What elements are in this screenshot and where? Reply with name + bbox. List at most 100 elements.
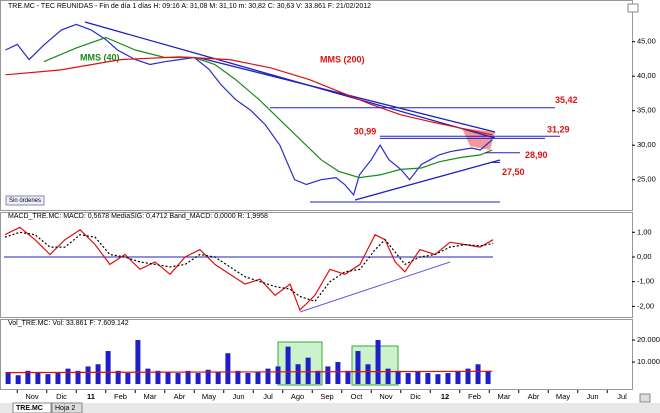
volume-header: Vol_TRE.MC: Vol: 33.861 F: 7.609.142 xyxy=(8,320,129,327)
x-tick-label: May xyxy=(202,392,216,401)
bar xyxy=(45,374,51,385)
bar xyxy=(385,368,391,385)
bar xyxy=(455,370,461,385)
x-tick-label: Ago xyxy=(291,392,304,401)
bar xyxy=(335,362,341,385)
bar xyxy=(185,370,191,385)
x-tick-label: Sep xyxy=(320,392,333,401)
macd-header: MACD_TRE.MC: MACD: 0,5678 MediaSIG: 0,47… xyxy=(8,213,268,220)
level-label: 35,42 xyxy=(555,95,578,105)
tab[interactable] xyxy=(12,402,52,413)
scroll-arrow[interactable] xyxy=(639,393,651,403)
bar xyxy=(85,366,91,385)
bar xyxy=(345,370,351,385)
y-tick-label: 0,00 xyxy=(637,252,652,261)
x-tick-label: Mar xyxy=(498,392,511,401)
x-tick-label: Oct xyxy=(351,392,364,401)
x-tick-label: May xyxy=(556,392,570,401)
close-box[interactable] xyxy=(627,3,639,13)
bar xyxy=(235,370,241,385)
bar xyxy=(115,370,121,385)
volume-frame xyxy=(0,319,633,390)
macd-trendline xyxy=(299,261,451,313)
bar xyxy=(135,340,141,385)
bar xyxy=(5,373,11,385)
bar xyxy=(65,368,71,385)
bar xyxy=(405,373,411,385)
bar xyxy=(315,370,321,385)
bar xyxy=(295,364,301,385)
bar xyxy=(415,371,421,385)
y-tick-label: 40,00 xyxy=(637,71,656,80)
bar xyxy=(485,370,491,385)
x-tick-label: Feb xyxy=(114,392,127,401)
x-tick-label: Nov xyxy=(379,392,393,401)
x-tick-label: Dic xyxy=(56,392,67,401)
x-tick-label: Feb xyxy=(468,392,481,401)
bar xyxy=(95,364,101,385)
tab[interactable] xyxy=(51,402,83,413)
bar xyxy=(445,373,451,385)
trendline xyxy=(354,159,501,201)
series-line xyxy=(5,56,493,136)
bar xyxy=(465,368,471,385)
y-tick-label: 1,00 xyxy=(637,227,652,236)
bar xyxy=(355,351,361,385)
level-label: 30,99 xyxy=(354,127,377,137)
bar xyxy=(15,375,21,385)
series-line xyxy=(43,36,493,179)
bar xyxy=(265,368,271,385)
x-tick-label: Jul xyxy=(617,392,627,401)
x-tick-label: Jun xyxy=(232,392,244,401)
bar xyxy=(155,370,161,385)
bar xyxy=(195,373,201,385)
orders-label: Sin órdenes xyxy=(9,198,41,204)
level-label: 27,50 xyxy=(502,167,525,177)
y-tick-label: 10.000 xyxy=(637,357,660,366)
bar xyxy=(165,371,171,385)
tab-bar xyxy=(0,403,660,413)
y-tick-label: 35,00 xyxy=(637,106,656,115)
x-tick-label: Dic xyxy=(410,392,421,401)
bar xyxy=(285,346,291,385)
bar xyxy=(275,366,281,385)
bar xyxy=(175,373,181,385)
series-label: MMS (200) xyxy=(320,54,365,64)
bar xyxy=(205,369,211,385)
bar xyxy=(75,370,81,385)
orders-box[interactable] xyxy=(5,195,45,206)
y-tick-label: -1,00 xyxy=(637,277,654,286)
x-tick-label: Jun xyxy=(586,392,598,401)
series-line xyxy=(4,226,494,312)
bar xyxy=(215,371,221,385)
series-line xyxy=(5,370,493,374)
bar xyxy=(435,374,441,385)
bar xyxy=(395,370,401,385)
series-line xyxy=(4,231,494,303)
tab-label: Hoja 2 xyxy=(55,405,75,412)
x-tick-label: Jul xyxy=(263,392,273,401)
bar xyxy=(475,364,481,385)
bar xyxy=(425,373,431,385)
bar xyxy=(375,340,381,385)
y-tick-label: 45,00 xyxy=(637,37,656,46)
bar xyxy=(125,373,131,385)
x-tick-label: Abr xyxy=(174,392,186,401)
y-tick-label: 30,00 xyxy=(637,140,656,149)
tab-label: TRE.MC xyxy=(16,405,43,412)
bar xyxy=(305,357,311,385)
level-label: 31,29 xyxy=(547,125,570,135)
y-tick-label: 20.000 xyxy=(637,335,660,344)
bar xyxy=(25,370,31,385)
bar xyxy=(35,371,41,385)
bar xyxy=(55,373,61,385)
bar xyxy=(365,364,371,385)
y-tick-label: 25,00 xyxy=(637,175,656,184)
series-label: MMS (40) xyxy=(80,52,120,62)
bar xyxy=(145,368,151,385)
y-tick-label: -2,00 xyxy=(637,301,654,310)
price-header: TRE.MC - TEC REUNIDAS - Fin de día 1 día… xyxy=(8,3,371,10)
x-tick-label: Nov xyxy=(25,392,39,401)
